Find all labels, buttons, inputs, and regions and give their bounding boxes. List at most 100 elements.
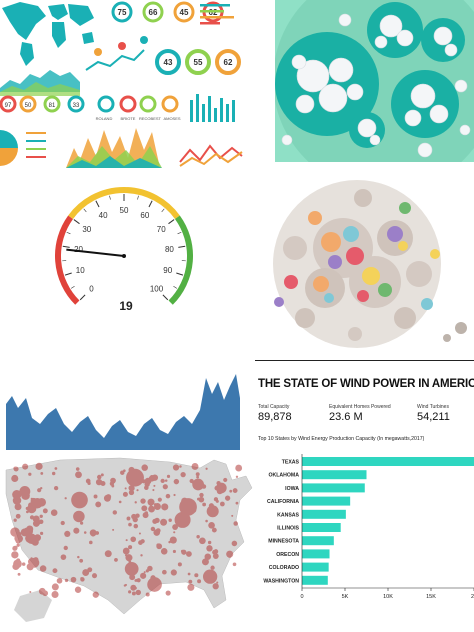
bar-category-label: ILLINOIS xyxy=(277,526,299,532)
stat-label: Equivalent Homes Powered xyxy=(329,404,391,410)
map-dot xyxy=(138,532,141,535)
map-dot xyxy=(128,590,132,594)
map-dot xyxy=(196,475,200,479)
map-dot xyxy=(168,518,172,522)
map-dot xyxy=(153,503,161,510)
column-label-4: AMOSES xyxy=(163,116,180,121)
bar-category-label: WASHINGTON xyxy=(263,578,299,584)
map-dot xyxy=(208,521,215,529)
map-dot xyxy=(196,535,200,539)
map-dot xyxy=(16,543,20,547)
map-dot xyxy=(71,491,88,509)
map-dot xyxy=(212,553,219,559)
gauge-tick xyxy=(83,208,87,213)
gauge-graphic: 0 10 20 30 40 50 60 70 80 90 100 19 xyxy=(55,187,193,313)
bar-category-label: IOWA xyxy=(285,486,299,492)
map-dot xyxy=(177,562,182,567)
us-map-graphic xyxy=(5,457,253,622)
bar-orecon xyxy=(302,549,330,559)
bar-category-label: TEXAS xyxy=(282,460,300,466)
map-dot xyxy=(134,501,137,504)
map-dot xyxy=(77,555,80,559)
vertical-bars xyxy=(190,94,235,122)
map-dot xyxy=(147,498,155,506)
stat-label: Wind Turbines xyxy=(417,404,449,410)
chart-subtitle: Top 10 States by Wind Energy Production … xyxy=(258,436,425,442)
ring-stats: 97 50 81 33 xyxy=(0,95,85,113)
gauge-tick xyxy=(178,245,186,248)
map-dot xyxy=(126,468,144,487)
map-dot xyxy=(132,518,136,522)
map-dot xyxy=(128,485,134,491)
map-dot xyxy=(135,578,138,582)
gauge-tick xyxy=(66,231,71,235)
map-dot xyxy=(162,484,168,490)
map-dot xyxy=(183,522,186,525)
map-dot xyxy=(166,474,171,478)
map-dot xyxy=(211,527,217,533)
map-dot xyxy=(195,472,200,477)
map-dot xyxy=(181,501,187,507)
map-dot xyxy=(12,490,22,500)
bar-x-tick-label: 10K xyxy=(383,594,393,600)
infographic-tile: 75 66 45 62 43 55 62 xyxy=(0,0,246,172)
gauge-tick xyxy=(109,195,111,200)
spike-area xyxy=(66,128,160,168)
map-dot xyxy=(128,545,133,550)
map-dot xyxy=(191,507,197,513)
gauge-tick xyxy=(137,195,139,200)
map-dot xyxy=(216,581,219,584)
map-dot xyxy=(85,478,91,484)
donut-stat-2: 55 xyxy=(194,58,203,67)
map-dot xyxy=(32,515,40,523)
map-tile xyxy=(0,450,255,632)
gauge-tick-labels: 0 10 20 30 40 50 60 70 80 90 100 xyxy=(74,206,174,294)
bar-kansas xyxy=(302,509,346,519)
map-dot xyxy=(235,464,243,472)
map-dot xyxy=(25,527,33,536)
map-dot xyxy=(111,484,115,488)
pictogram-row xyxy=(97,95,179,113)
bar-texas xyxy=(302,457,474,466)
gauge-tick-label: 20 xyxy=(74,245,83,254)
gauge-tick xyxy=(62,245,70,248)
map-dot xyxy=(233,521,238,526)
column-labels: ROLAND BRIOTE RECOBEST AMOSES xyxy=(96,116,181,121)
map-dot xyxy=(147,577,162,592)
map-dot xyxy=(172,549,176,554)
map-dot xyxy=(10,527,20,537)
stat-value: 89,878 xyxy=(258,411,292,423)
map-dot xyxy=(216,480,221,486)
map-dot xyxy=(79,521,84,525)
map-dot xyxy=(169,536,177,544)
bar-x-tick-label: 5K xyxy=(342,594,349,600)
gauge-needle xyxy=(66,248,125,257)
wind-title: THE STATE OF WIND POWER IN AMERICA xyxy=(258,378,474,390)
map-dot xyxy=(50,509,58,517)
map-dot xyxy=(186,551,192,557)
map-dot xyxy=(30,497,34,501)
map-dot xyxy=(129,574,136,581)
map-dot xyxy=(150,526,156,532)
map-dots xyxy=(10,462,243,599)
map-dot xyxy=(70,576,77,583)
gauge-tick xyxy=(95,200,100,208)
map-dot xyxy=(12,545,18,551)
map-dot xyxy=(141,464,148,471)
map-dot xyxy=(75,471,82,479)
map-dot xyxy=(130,536,137,543)
map-dot xyxy=(191,462,199,470)
map-dot xyxy=(202,502,207,507)
bar-iowa xyxy=(302,483,365,493)
map-dot xyxy=(192,481,196,485)
map-dot xyxy=(56,577,63,584)
map-dot xyxy=(235,501,239,505)
gauge-tick xyxy=(162,294,169,301)
map-dot xyxy=(53,485,59,491)
map-dot xyxy=(128,489,135,496)
map-dot xyxy=(206,505,219,518)
map-dot xyxy=(128,522,132,527)
ring-stat-1: 97 xyxy=(5,103,12,109)
map-dot xyxy=(100,473,104,477)
map-dot xyxy=(112,510,118,515)
